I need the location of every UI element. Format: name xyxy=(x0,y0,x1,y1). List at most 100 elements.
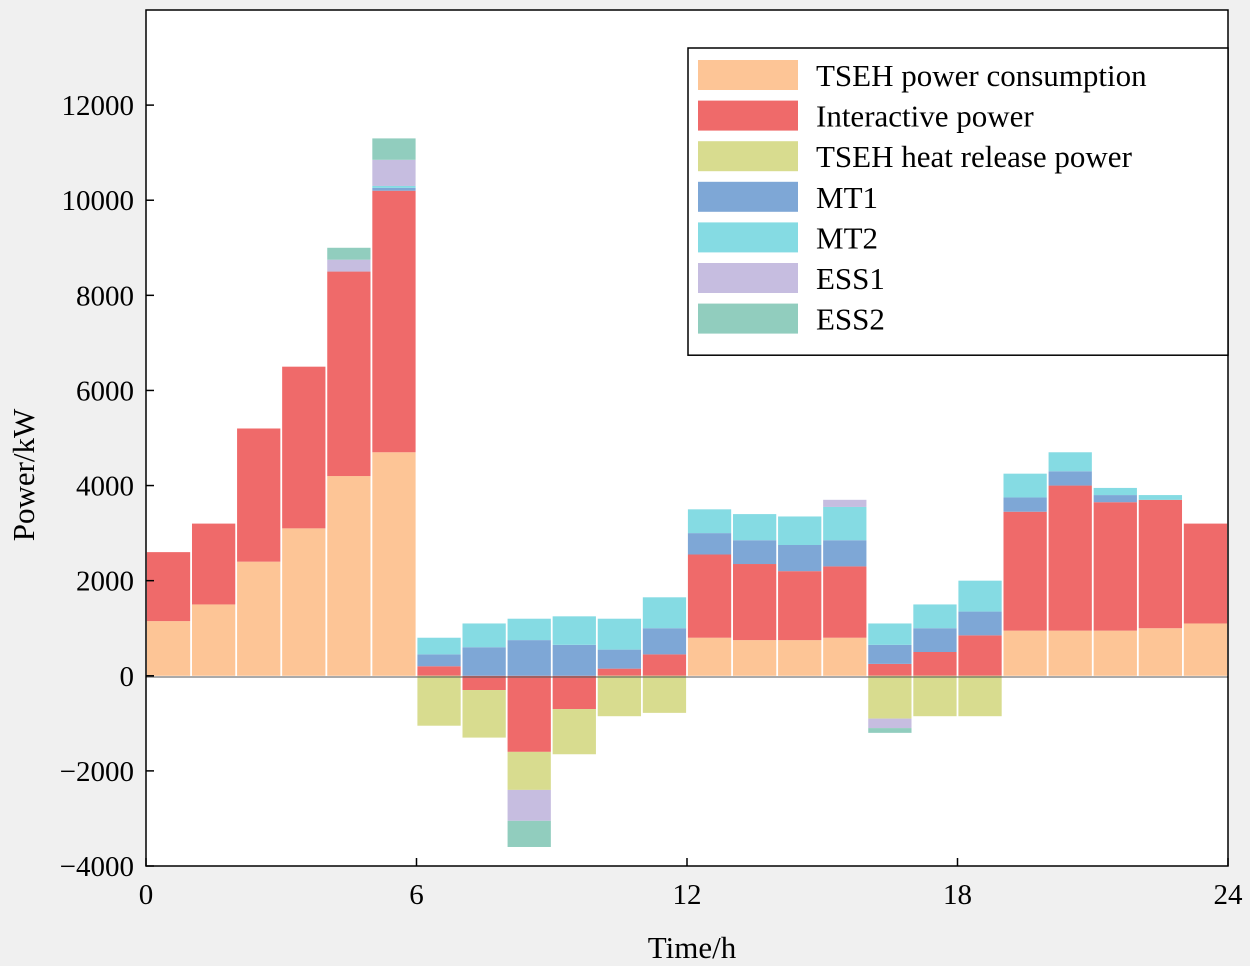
bar-tseh-heat-release-power-17-18 xyxy=(913,675,957,717)
bar-mt1-19-20 xyxy=(1003,497,1047,512)
bar-tseh-power-consumption-4-5 xyxy=(327,476,371,676)
y-tick-label: 2000 xyxy=(76,566,134,598)
y-tick-label: 4000 xyxy=(76,471,134,503)
bar-ess2-8-9 xyxy=(507,820,551,847)
bar-interactive-power-8-9 xyxy=(507,675,551,752)
bar-mt1-10-11 xyxy=(597,649,642,669)
bar-tseh-power-consumption-13-14 xyxy=(732,640,777,676)
bar-tseh-power-consumption-0-1 xyxy=(146,621,191,676)
bar-interactive-power-19-20 xyxy=(1003,511,1047,631)
bar-mt1-13-14 xyxy=(732,540,777,565)
y-tick-label: −2000 xyxy=(60,756,134,788)
y-tick-label: 8000 xyxy=(76,280,134,312)
tick-layer: 0 6 12 18 24 −4000 −2000 0 2000 4000 6000 8000 10000… xyxy=(60,90,1243,911)
bar-interactive-power-13-14 xyxy=(732,564,777,641)
bar-interactive-power-16-17 xyxy=(868,663,912,676)
bar-ess2-16-17 xyxy=(868,728,912,733)
bar-mt1-5-6 xyxy=(372,187,416,191)
bar-mt2-18-19 xyxy=(958,580,1002,612)
bar-interactive-power-6-7 xyxy=(417,666,461,676)
bar-tseh-power-consumption-22-23 xyxy=(1138,628,1183,676)
bar-layer xyxy=(146,138,1228,847)
bar-mt2-15-16 xyxy=(823,506,867,541)
bar-mt2-5-6 xyxy=(372,185,416,188)
bar-mt2-22-23 xyxy=(1138,495,1183,500)
bar-mt1-8-9 xyxy=(507,640,551,676)
bar-tseh-heat-release-power-18-19 xyxy=(958,675,1002,717)
y-tick-label: 12000 xyxy=(62,90,135,122)
bar-ess1-16-17 xyxy=(868,718,912,729)
legend-label: ESS2 xyxy=(816,302,885,337)
bar-mt2-13-14 xyxy=(732,514,777,541)
legend-label: TSEH power consumption xyxy=(816,58,1147,93)
x-tick-label: 18 xyxy=(943,879,972,911)
x-axis-title: Time/h xyxy=(648,930,737,965)
bar-mt2-6-7 xyxy=(417,637,461,655)
bar-mt1-15-16 xyxy=(823,540,867,567)
bar-mt2-20-21 xyxy=(1048,452,1092,472)
bar-tseh-power-consumption-1-2 xyxy=(191,604,236,676)
bar-mt1-21-22 xyxy=(1093,495,1137,503)
bar-mt1-6-7 xyxy=(417,654,461,667)
x-tick-label: 12 xyxy=(673,879,702,911)
bar-ess1-15-16 xyxy=(823,499,867,507)
bar-interactive-power-5-6 xyxy=(372,190,416,453)
y-tick-label: 6000 xyxy=(76,375,134,407)
bar-ess2-4-5 xyxy=(327,247,371,260)
bar-interactive-power-20-21 xyxy=(1048,485,1092,631)
bar-interactive-power-17-18 xyxy=(913,652,957,676)
bar-ess1-8-9 xyxy=(507,789,551,821)
bar-mt1-11-12 xyxy=(642,628,687,655)
bar-mt2-7-8 xyxy=(462,623,506,648)
legend-swatch xyxy=(698,100,798,131)
legend-swatch xyxy=(698,303,798,334)
y-tick-label: −4000 xyxy=(60,851,134,883)
legend-label: MT2 xyxy=(816,220,878,255)
bar-mt1-9-10 xyxy=(552,644,596,676)
legend-label: ESS1 xyxy=(816,261,885,296)
bar-tseh-heat-release-power-6-7 xyxy=(417,675,461,726)
bar-interactive-power-9-10 xyxy=(552,675,596,710)
bar-tseh-heat-release-power-8-9 xyxy=(507,751,551,790)
bar-mt1-20-21 xyxy=(1048,471,1092,486)
bar-interactive-power-1-2 xyxy=(191,523,236,605)
bar-interactive-power-10-11 xyxy=(597,668,642,676)
bar-ess1-5-6 xyxy=(372,159,416,186)
bar-interactive-power-18-19 xyxy=(958,635,1002,676)
bar-tseh-power-consumption-20-21 xyxy=(1048,630,1092,676)
bar-tseh-power-consumption-15-16 xyxy=(823,637,867,676)
legend: TSEH power consumption Interactive power T… xyxy=(687,47,1229,356)
bar-tseh-power-consumption-5-6 xyxy=(372,452,416,676)
x-tick-label: 0 xyxy=(139,879,154,911)
bar-tseh-power-consumption-21-22 xyxy=(1093,630,1137,676)
bar-mt2-16-17 xyxy=(868,623,912,645)
bar-interactive-power-2-3 xyxy=(237,428,281,562)
bar-interactive-power-15-16 xyxy=(823,566,867,638)
y-tick-label: 0 xyxy=(120,661,135,693)
bar-mt2-21-22 xyxy=(1093,487,1137,496)
bar-mt2-8-9 xyxy=(507,618,551,641)
bar-interactive-power-12-13 xyxy=(687,554,732,638)
bar-interactive-power-4-5 xyxy=(327,271,371,477)
bar-tseh-heat-release-power-10-11 xyxy=(597,675,642,717)
bar-mt1-18-19 xyxy=(958,611,1002,636)
bar-ess1-4-5 xyxy=(327,259,371,272)
bar-interactive-power-11-12 xyxy=(642,654,687,676)
bar-tseh-heat-release-power-16-17 xyxy=(868,675,912,719)
bar-mt2-12-13 xyxy=(687,509,732,534)
bar-ess2-5-6 xyxy=(372,138,416,160)
bar-mt1-17-18 xyxy=(913,628,957,652)
bar-tseh-power-consumption-12-13 xyxy=(687,637,732,676)
y-tick-label: 10000 xyxy=(62,185,135,217)
bar-interactive-power-7-8 xyxy=(462,675,506,691)
bar-tseh-heat-release-power-11-12 xyxy=(642,675,687,713)
legend-swatch xyxy=(698,222,798,253)
legend-label: TSEH heat release power xyxy=(816,139,1133,174)
bar-tseh-power-consumption-14-15 xyxy=(778,640,822,676)
bar-interactive-power-23-24 xyxy=(1183,523,1228,624)
bar-interactive-power-22-23 xyxy=(1138,499,1183,629)
bar-mt1-12-13 xyxy=(687,533,732,555)
bar-interactive-power-14-15 xyxy=(778,571,822,641)
bar-mt2-19-20 xyxy=(1003,473,1047,498)
